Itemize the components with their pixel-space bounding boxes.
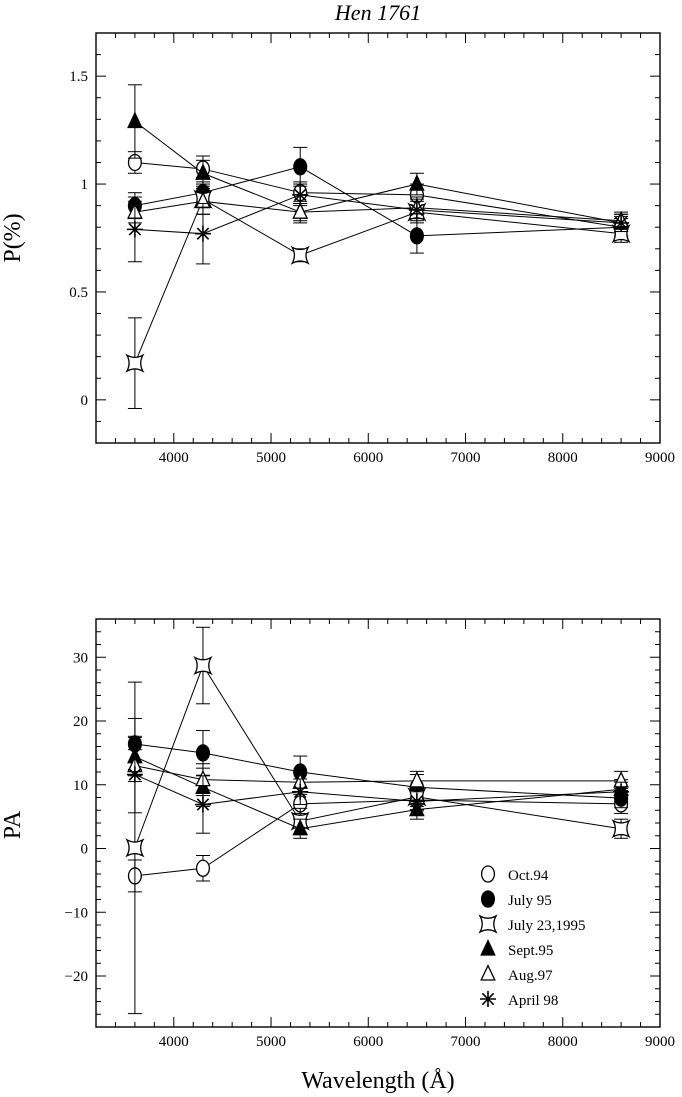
x-tick-label: 5000	[256, 450, 286, 466]
data-point	[126, 766, 143, 783]
x-axis-title: Wavelength (Å)	[301, 1068, 454, 1094]
legend-marker	[480, 964, 496, 981]
x-tick-label: 6000	[353, 1034, 383, 1050]
series-6	[126, 183, 630, 265]
data-point	[408, 201, 425, 218]
data-point	[292, 202, 309, 219]
data-point	[195, 163, 211, 180]
data-point	[409, 227, 424, 245]
series-3	[125, 626, 631, 1015]
x-tick-label: 4000	[159, 1034, 189, 1050]
legend-marker	[478, 914, 498, 934]
plot-frame	[95, 32, 661, 444]
data-point	[125, 838, 145, 858]
chart-title: Hen 1761	[334, 0, 421, 25]
y-tick-label: 0	[81, 393, 89, 409]
legend-label: April 98	[508, 993, 558, 1009]
x-tick-label: 5000	[256, 1034, 286, 1050]
data-point	[125, 353, 145, 373]
legend-marker	[480, 890, 496, 908]
series-6	[126, 735, 630, 834]
legend-marker	[480, 991, 496, 1007]
data-point	[408, 793, 425, 810]
x-tick-label: 6000	[353, 450, 383, 466]
y-tick-label: 10	[73, 778, 88, 794]
data-point	[292, 783, 309, 800]
x-tick-label: 7000	[451, 450, 481, 466]
x-tick-label: 7000	[451, 1034, 481, 1050]
y-tick-label: −20	[65, 969, 88, 985]
data-point	[127, 111, 143, 129]
y-tick-label: 0	[81, 842, 89, 858]
x-tick-label: 8000	[548, 450, 578, 466]
series-line	[134, 198, 622, 364]
bottom-y-axis-title: PA	[0, 810, 26, 839]
y-tick-label: 0.5	[69, 285, 88, 301]
data-point	[409, 771, 425, 788]
series-3	[125, 183, 631, 409]
y-tick-label: 1.5	[69, 69, 88, 85]
legend-marker	[480, 939, 496, 956]
data-point	[292, 186, 309, 203]
data-point	[195, 744, 211, 762]
position-angle-panel: 4000 5000 6000 7000 8000 9000 −20 −10 0 10 20 30	[65, 618, 675, 1050]
data-point	[194, 796, 211, 813]
data-point	[613, 214, 630, 231]
x-tick-label: 9000	[645, 450, 675, 466]
data-point	[194, 225, 211, 242]
legend-label: Oct.94	[508, 868, 549, 884]
data-point	[193, 655, 213, 676]
y-tick-label: 30	[73, 650, 88, 666]
legend: Oct.94 July 95 July 23,1995 Sept.95 Aug.97 Ap…	[478, 865, 586, 1009]
x-tick-label: 8000	[548, 1034, 578, 1050]
y-tick-label: 20	[73, 714, 88, 730]
legend-label: Sept.95	[508, 943, 553, 959]
data-point	[126, 221, 143, 238]
data-point	[409, 174, 425, 191]
data-point	[611, 819, 631, 839]
y-tick-label: 1	[81, 177, 89, 193]
legend-label: Aug.97	[508, 968, 553, 984]
y-tick-label: −10	[65, 905, 88, 921]
data-point	[293, 158, 308, 176]
top-y-axis-title: P(%)	[0, 213, 26, 262]
polarization-panel: 4000 5000 6000 7000 8000 9000 0 0.5 1 1.5	[69, 32, 675, 466]
legend-marker	[480, 865, 496, 883]
legend-label: July 23,1995	[508, 918, 586, 934]
data-point	[613, 783, 630, 800]
data-point	[292, 818, 309, 836]
plot-frame	[95, 618, 661, 1028]
x-tick-label: 9000	[645, 1034, 675, 1050]
legend-label: July 95	[508, 893, 552, 909]
data-point	[290, 245, 310, 265]
data-point	[195, 859, 211, 877]
x-tick-label: 4000	[159, 450, 189, 466]
